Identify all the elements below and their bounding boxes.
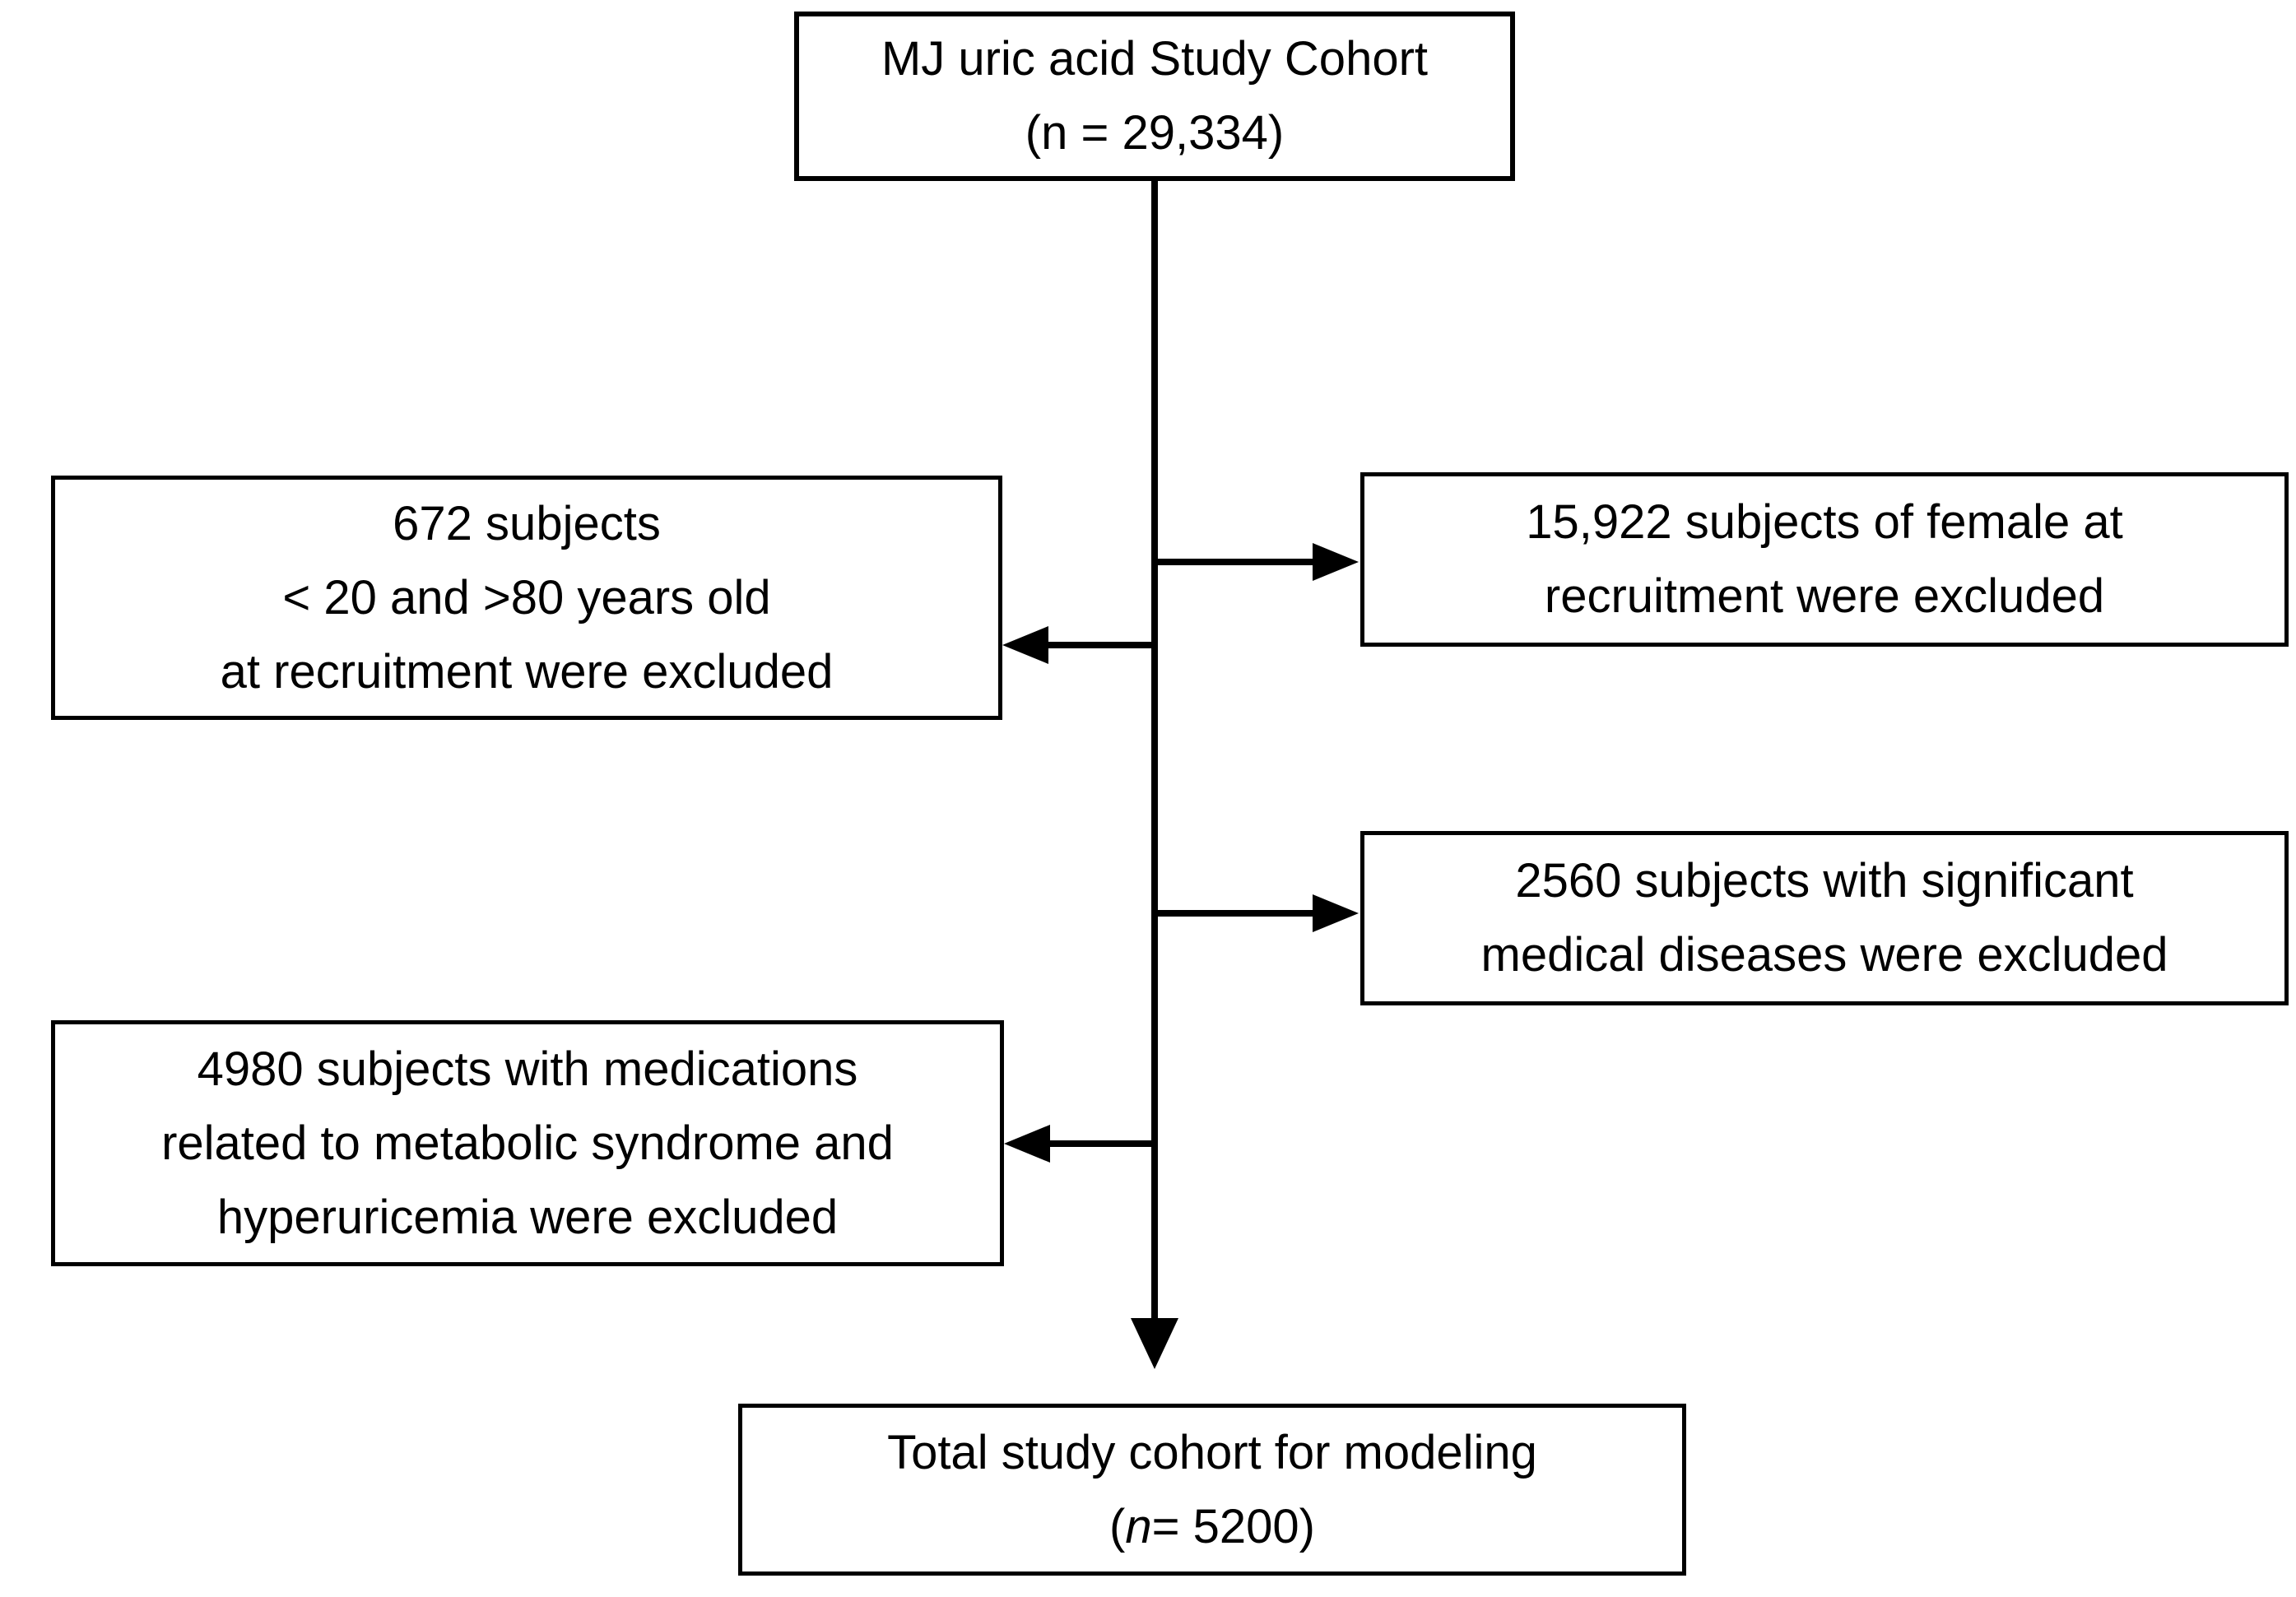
- medical-exclusion-line2: medical diseases were excluded: [1480, 928, 2168, 982]
- age-exclusion-box: 672 subjects < 20 and >80 years old at r…: [51, 476, 1002, 720]
- medication-exclusion-line3: hyperuricemia were excluded: [216, 1190, 839, 1244]
- medication-exclusion-line1: 4980 subjects with medications: [197, 1042, 858, 1096]
- final-cohort-line1: Total study cohort for modeling: [887, 1425, 1537, 1479]
- age-exclusion-line3: at recruitment were excluded: [220, 644, 834, 699]
- medication-exclusion-box: 4980 subjects with medications related t…: [51, 1020, 1004, 1266]
- main-flow-line: [1151, 180, 1158, 1321]
- medical-exclusion-line1: 2560 subjects with significant: [1515, 854, 2134, 908]
- final-cohort-box: Total study cohort for modeling (n= 5200…: [738, 1404, 1686, 1576]
- age-exclusion-line2: < 20 and >80 years old: [282, 570, 771, 624]
- final-cohort-line2-n: n: [1125, 1499, 1152, 1553]
- arrowhead-right-icon: [1313, 543, 1359, 581]
- final-cohort-line2-open: (: [1109, 1499, 1126, 1553]
- medication-exclusion-line2: related to metabolic syndrome and: [161, 1116, 894, 1170]
- cohort-box-line1: MJ uric acid Study Cohort: [881, 32, 1429, 86]
- arrowhead-left-icon: [1002, 626, 1048, 664]
- female-exclusion-line1: 15,922 subjects of female at: [1526, 495, 2123, 549]
- cohort-box: MJ uric acid Study Cohort (n = 29,334): [794, 12, 1515, 181]
- arrowhead-down-icon: [1131, 1318, 1178, 1369]
- female-exclusion-line2: recruitment were excluded: [1544, 569, 2105, 623]
- arrow-age-exclusion-shaft: [1047, 642, 1157, 648]
- arrowhead-left-icon: [1004, 1125, 1050, 1163]
- arrow-medical-exclusion-shaft: [1155, 910, 1314, 917]
- arrow-medication-exclusion-shaft: [1048, 1140, 1157, 1147]
- final-cohort-line2: (n= 5200): [1109, 1490, 1315, 1564]
- age-exclusion-line1: 672 subjects: [393, 496, 661, 550]
- cohort-box-line2: (n = 29,334): [1025, 106, 1285, 160]
- final-cohort-line2-rest: = 5200): [1151, 1499, 1315, 1553]
- arrow-female-exclusion-shaft: [1155, 559, 1314, 565]
- female-exclusion-box: 15,922 subjects of female at recruitment…: [1360, 472, 2289, 647]
- medical-exclusion-box: 2560 subjects with significant medical d…: [1360, 831, 2289, 1005]
- arrowhead-right-icon: [1313, 894, 1359, 932]
